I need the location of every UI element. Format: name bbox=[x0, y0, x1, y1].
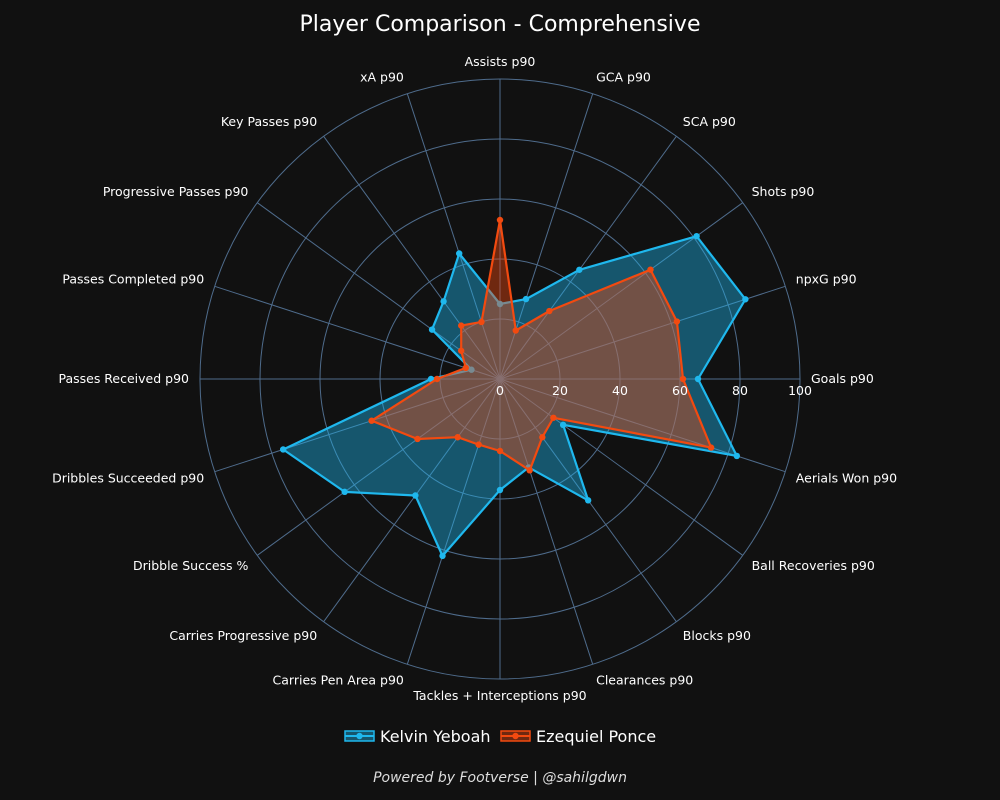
point-ezequiel-ponce-clearances-p90 bbox=[526, 467, 533, 474]
point-kelvin-yeboah-npxg-p90 bbox=[742, 296, 749, 303]
point-kelvin-yeboah-key-passes-p90 bbox=[440, 298, 447, 305]
point-ezequiel-ponce-blocks-p90 bbox=[539, 434, 546, 441]
point-kelvin-yeboah-ball-recoveries-p90 bbox=[559, 421, 567, 429]
point-kelvin-yeboah-aerials-won-p90 bbox=[733, 452, 741, 460]
radial-tick-20: 20 bbox=[552, 383, 568, 398]
series-layer bbox=[279, 216, 749, 560]
point-kelvin-yeboah-shots-p90 bbox=[693, 232, 700, 240]
point-kelvin-yeboah-tackles-interceptions-p90 bbox=[496, 486, 504, 494]
point-kelvin-yeboah-goals-p90 bbox=[694, 375, 702, 383]
series-ezequiel-ponce bbox=[368, 216, 715, 474]
axis-label-shots-p90: Shots p90 bbox=[752, 184, 815, 199]
point-kelvin-yeboah-carries-pen-area-p90 bbox=[439, 552, 446, 560]
axis-label-goals-p90: Goals p90 bbox=[811, 371, 874, 386]
point-ezequiel-ponce-gca-p90 bbox=[512, 327, 519, 334]
point-ezequiel-ponce-progressive-passes-p90 bbox=[457, 347, 465, 354]
point-kelvin-yeboah-assists-p90 bbox=[496, 300, 504, 308]
chart-title: Player Comparison - Comprehensive bbox=[300, 12, 701, 37]
point-ezequiel-ponce-shots-p90 bbox=[647, 266, 654, 273]
point-ezequiel-ponce-npxg-p90 bbox=[673, 318, 681, 325]
spoke-carries-progressive-p90 bbox=[323, 378, 501, 622]
axis-label-npxg-p90: npxG p90 bbox=[796, 272, 857, 287]
radial-tick-labels: 0 20 40 60 80 100 bbox=[496, 383, 812, 398]
spoke-clearances-p90 bbox=[499, 378, 594, 665]
radial-tick-40: 40 bbox=[612, 383, 628, 398]
radial-tick-0: 0 bbox=[496, 383, 504, 398]
axis-label-progressive-passes-p90: Progressive Passes p90 bbox=[103, 184, 249, 199]
axis-label-xa-p90: xA p90 bbox=[360, 69, 404, 84]
axis-label-aerials-won-p90: Aerials Won p90 bbox=[796, 470, 897, 485]
point-ezequiel-ponce-passes-completed-p90 bbox=[462, 364, 469, 372]
point-kelvin-yeboah-dribbles-succeeded-p90 bbox=[279, 446, 287, 453]
spoke-ball-recoveries-p90 bbox=[499, 378, 743, 556]
point-ezequiel-ponce-dribbles-succeeded-p90 bbox=[368, 417, 375, 424]
legend-marker bbox=[356, 732, 363, 740]
axis-label-clearances-p90: Clearances p90 bbox=[596, 673, 693, 688]
point-ezequiel-ponce-dribble-success bbox=[414, 435, 421, 443]
spoke-carries-pen-area-p90 bbox=[406, 378, 501, 665]
radial-tick-80: 80 bbox=[732, 383, 748, 398]
point-ezequiel-ponce-assists-p90 bbox=[496, 216, 504, 224]
spoke-sca-p90 bbox=[499, 136, 677, 380]
point-kelvin-yeboah-blocks-p90 bbox=[584, 497, 592, 504]
spoke-dribble-success bbox=[257, 378, 501, 556]
point-ezequiel-ponce-ball-recoveries-p90 bbox=[550, 414, 557, 421]
legend-item-ezequiel-ponce: Ezequiel Ponce bbox=[500, 727, 656, 746]
point-ezequiel-ponce-carries-pen-area-p90 bbox=[475, 441, 482, 448]
point-ezequiel-ponce-carries-progressive-p90 bbox=[454, 434, 461, 441]
point-kelvin-yeboah-sca-p90 bbox=[576, 266, 583, 273]
axis-labels: Goals p90 npxG p90 Shots p90 SCA p90 GCA p90… bbox=[52, 54, 897, 703]
spoke-passes-completed-p90 bbox=[214, 285, 501, 380]
axis-label-gca-p90: GCA p90 bbox=[596, 69, 651, 84]
axis-label-dribbles-succeeded-p90: Dribbles Succeeded p90 bbox=[52, 470, 204, 485]
spoke-xa-p90 bbox=[406, 93, 501, 380]
axis-label-assists-p90: Assists p90 bbox=[465, 54, 536, 69]
spoke-npxg-p90 bbox=[499, 285, 786, 380]
point-kelvin-yeboah-xa-p90 bbox=[456, 250, 463, 257]
axis-label-dribble-success: Dribble Success % bbox=[133, 558, 249, 573]
spoke-dribbles-succeeded-p90 bbox=[214, 378, 501, 473]
series-kelvin-yeboah bbox=[279, 232, 749, 560]
point-ezequiel-ponce-goals-p90 bbox=[679, 375, 687, 383]
legend-label: Ezequiel Ponce bbox=[536, 727, 656, 746]
point-ezequiel-ponce-sca-p90 bbox=[546, 307, 553, 315]
point-kelvin-yeboah-passes-completed-p90 bbox=[468, 366, 475, 373]
legend: Kelvin Yeboah Ezequiel Ponce bbox=[344, 727, 656, 746]
axis-label-passes-received-p90: Passes Received p90 bbox=[58, 371, 189, 386]
legend-marker bbox=[512, 732, 519, 740]
point-ezequiel-ponce-xa-p90 bbox=[478, 318, 485, 326]
footer-credit: Powered by Footverse | @sahilgdwn bbox=[373, 770, 627, 786]
axis-label-passes-completed-p90: Passes Completed p90 bbox=[62, 272, 204, 287]
axis-label-carries-pen-area-p90: Carries Pen Area p90 bbox=[273, 673, 404, 688]
radial-tick-60: 60 bbox=[672, 383, 688, 398]
axis-label-ball-recoveries-p90: Ball Recoveries p90 bbox=[752, 558, 875, 573]
point-kelvin-yeboah-gca-p90 bbox=[522, 295, 530, 303]
axis-label-blocks-p90: Blocks p90 bbox=[683, 628, 751, 643]
legend-item-kelvin-yeboah: Kelvin Yeboah bbox=[344, 727, 491, 746]
axis-label-carries-progressive-p90: Carries Progressive p90 bbox=[169, 628, 317, 643]
point-ezequiel-ponce-key-passes-p90 bbox=[458, 322, 465, 329]
point-ezequiel-ponce-passes-received-p90 bbox=[433, 375, 441, 383]
point-ezequiel-ponce-aerials-won-p90 bbox=[707, 444, 715, 451]
point-kelvin-yeboah-carries-progressive-p90 bbox=[412, 492, 419, 499]
legend-label: Kelvin Yeboah bbox=[380, 727, 491, 746]
axis-label-key-passes-p90: Key Passes p90 bbox=[221, 114, 317, 129]
spoke-key-passes-p90 bbox=[323, 136, 501, 380]
point-kelvin-yeboah-dribble-success bbox=[341, 488, 348, 496]
axis-label-sca-p90: SCA p90 bbox=[683, 114, 736, 129]
axis-label-tackles-interceptions-p90: Tackles + Interceptions p90 bbox=[412, 688, 586, 703]
point-kelvin-yeboah-progressive-passes-p90 bbox=[428, 326, 436, 333]
radial-tick-100: 100 bbox=[788, 383, 812, 398]
point-ezequiel-ponce-tackles-interceptions-p90 bbox=[496, 447, 504, 455]
spoke-shots-p90 bbox=[499, 202, 743, 380]
